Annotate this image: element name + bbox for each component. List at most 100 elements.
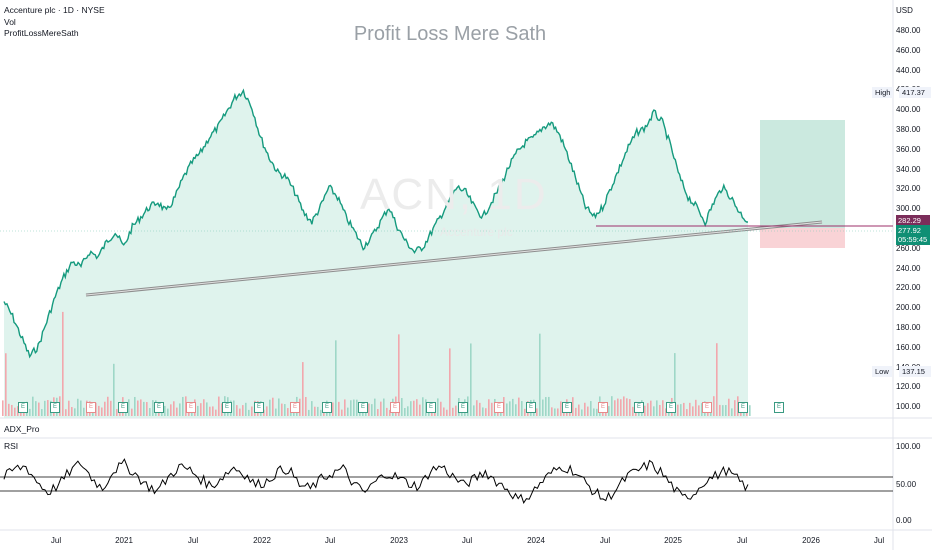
- volume-bar: [14, 407, 16, 416]
- earnings-marker[interactable]: E: [702, 402, 712, 413]
- volume-bar: [137, 400, 139, 416]
- volume-bar: [11, 404, 13, 416]
- volume-bar: [449, 348, 451, 416]
- volume-bar: [356, 399, 358, 416]
- earnings-marker[interactable]: E: [634, 402, 644, 413]
- volume-bar: [281, 403, 283, 416]
- earnings-marker[interactable]: E: [290, 402, 300, 413]
- earnings-marker[interactable]: E: [118, 402, 128, 413]
- volume-bar: [542, 399, 544, 416]
- rsi-label[interactable]: RSI: [4, 441, 19, 451]
- volume-bar: [314, 406, 316, 416]
- custom-indicator-label[interactable]: ProfitLossMereSath: [4, 28, 79, 38]
- volume-bar: [407, 406, 409, 416]
- earnings-marker[interactable]: E: [254, 402, 264, 413]
- high-value: 417.37: [899, 87, 931, 98]
- earnings-marker[interactable]: E: [222, 402, 232, 413]
- earnings-marker[interactable]: E: [774, 402, 784, 413]
- earnings-marker[interactable]: E: [426, 402, 436, 413]
- volume-bar: [548, 396, 550, 416]
- earnings-marker[interactable]: E: [154, 402, 164, 413]
- volume-bar: [386, 407, 388, 416]
- volume-bar: [248, 409, 250, 416]
- volume-bar: [368, 403, 370, 416]
- earnings-marker[interactable]: E: [598, 402, 608, 413]
- volume-bar: [440, 401, 442, 416]
- volume-bar: [593, 408, 595, 416]
- volume-bar: [266, 406, 268, 416]
- volume-bar: [680, 404, 682, 416]
- volume-bar: [320, 409, 322, 416]
- volume-bar: [35, 401, 37, 416]
- volume-bar: [659, 404, 661, 416]
- earnings-marker[interactable]: E: [358, 402, 368, 413]
- earnings-marker[interactable]: E: [526, 402, 536, 413]
- adx-label[interactable]: ADX_Pro: [4, 424, 40, 434]
- earnings-marker[interactable]: E: [666, 402, 676, 413]
- time-tick: Jul: [873, 536, 885, 545]
- volume-bar: [446, 409, 448, 416]
- price-tick: 160.00: [896, 342, 921, 352]
- volume-bar: [38, 402, 40, 416]
- volume-bar: [98, 405, 100, 416]
- volume-bar: [539, 333, 541, 416]
- earnings-marker[interactable]: E: [738, 402, 748, 413]
- volume-indicator-label[interactable]: Vol: [4, 17, 16, 27]
- volume-bar: [689, 402, 691, 416]
- volume-bar: [644, 405, 646, 416]
- symbol-title[interactable]: Accenture plc · 1D · NYSE: [4, 5, 105, 15]
- stop-zone[interactable]: [760, 228, 845, 248]
- volume-bar: [305, 397, 307, 416]
- time-tick: Jul: [50, 536, 62, 545]
- volume-bar: [218, 396, 220, 416]
- bar-countdown: 05:59:45: [896, 234, 930, 245]
- time-tick: Jul: [187, 536, 199, 545]
- earnings-marker[interactable]: E: [494, 402, 504, 413]
- volume-bar: [473, 405, 475, 416]
- volume-bar: [104, 401, 106, 416]
- volume-bar: [587, 406, 589, 416]
- volume-bar: [164, 405, 166, 416]
- earnings-marker[interactable]: E: [50, 402, 60, 413]
- volume-bar: [419, 404, 421, 416]
- current-price-badge: 277.92: [896, 225, 930, 236]
- volume-bar: [212, 406, 214, 416]
- volume-bar: [284, 404, 286, 416]
- volume-bar: [146, 402, 148, 416]
- earnings-marker[interactable]: E: [18, 402, 28, 413]
- volume-bar: [275, 408, 277, 416]
- volume-bar: [113, 363, 115, 416]
- earnings-marker[interactable]: E: [562, 402, 572, 413]
- price-tick: 120.00: [896, 382, 921, 392]
- earnings-marker[interactable]: E: [458, 402, 468, 413]
- volume-bar: [302, 362, 304, 416]
- currency-label[interactable]: USD: [896, 6, 913, 15]
- volume-bar: [377, 409, 379, 416]
- volume-bar: [443, 407, 445, 416]
- volume-bar: [269, 399, 271, 416]
- volume-bar: [482, 407, 484, 416]
- volume-bar: [221, 403, 223, 416]
- rsi-line[interactable]: [3, 458, 749, 504]
- volume-bar: [116, 409, 118, 416]
- volume-bar: [44, 400, 46, 416]
- volume-bar: [413, 400, 415, 416]
- volume-bar: [29, 408, 31, 416]
- volume-bar: [185, 396, 187, 416]
- rsi-tick-100: 100.00: [896, 442, 921, 451]
- earnings-marker[interactable]: E: [390, 402, 400, 413]
- earnings-marker[interactable]: E: [86, 402, 96, 413]
- volume-bar: [245, 402, 247, 416]
- volume-bar: [713, 396, 715, 416]
- volume-bar: [536, 408, 538, 416]
- earnings-marker[interactable]: E: [322, 402, 332, 413]
- volume-bar: [5, 353, 7, 416]
- volume-bar: [311, 401, 313, 416]
- volume-bar: [632, 406, 634, 416]
- volume-bar: [68, 400, 70, 416]
- earnings-marker[interactable]: E: [186, 402, 196, 413]
- volume-bar: [488, 399, 490, 416]
- volume-bar: [71, 407, 73, 416]
- profit-zone[interactable]: [760, 120, 845, 228]
